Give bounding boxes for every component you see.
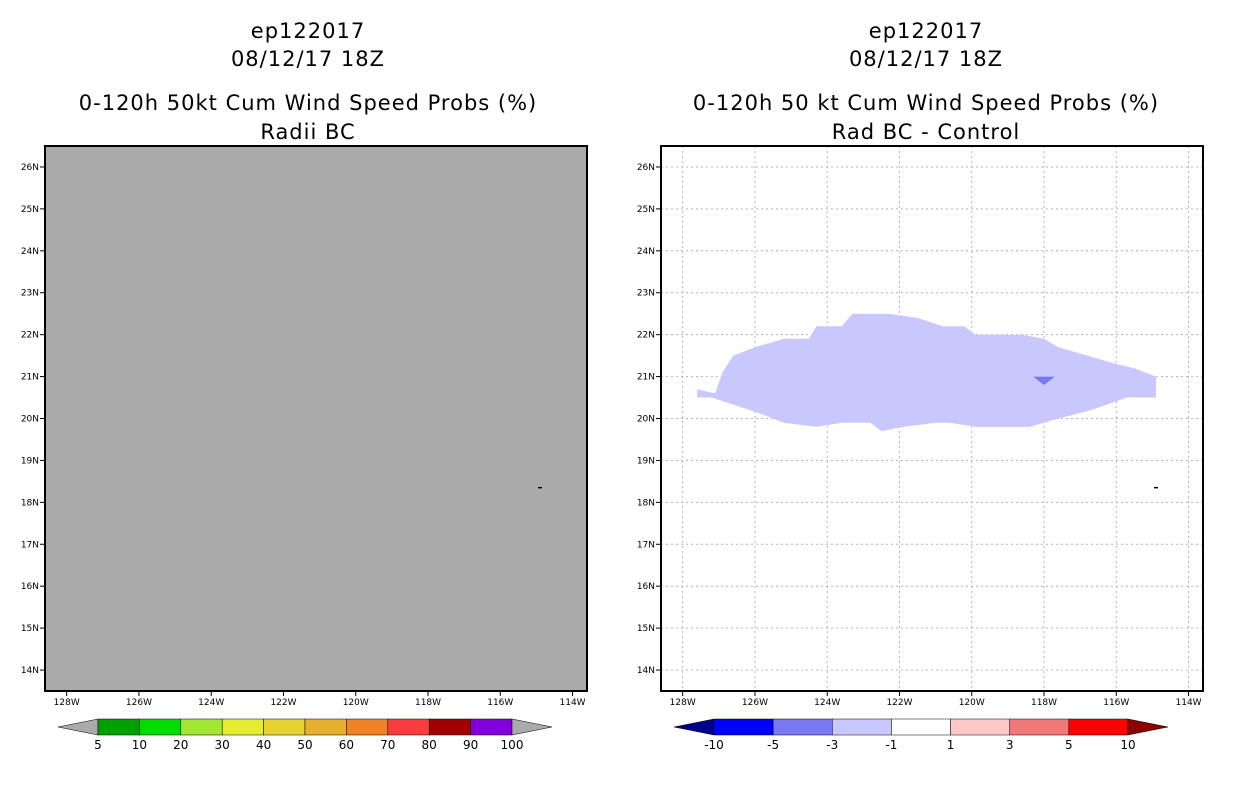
right-colorbar-low-arrow: [673, 718, 715, 736]
left-colorbar-high-arrow: [511, 718, 553, 736]
right-ytick-label-5: 19N: [637, 456, 655, 466]
left-ytick-label-4: 18N: [21, 498, 39, 508]
left-chart: 128W 126W 124W 122W 120W 118W 116W 114W 14N 15N 16…: [21, 145, 588, 752]
left-colorbar-box-6: [346, 718, 389, 736]
left-colorbar-label-3: 30: [215, 738, 230, 752]
right-colorbar-label-3: -1: [885, 738, 897, 752]
left-ytick-label-0: 14N: [21, 666, 39, 676]
right-title-storm: ep122017: [868, 19, 984, 43]
left-colorbar-label-7: 70: [380, 738, 395, 752]
left-colorbar-label-9: 90: [463, 738, 478, 752]
left-ytick-label-5: 19N: [21, 456, 39, 466]
left-colorbar-label-8: 80: [422, 738, 437, 752]
right-colorbar-label-4: 1: [947, 738, 955, 752]
right-title-date: 08/12/17 18Z: [848, 47, 1004, 71]
left-xtick-label-7: 114W: [560, 698, 586, 708]
right-colorbar-box-5: [1009, 718, 1070, 736]
left-xtick-label-1: 126W: [126, 698, 152, 708]
left-xtick-label-4: 120W: [343, 698, 369, 708]
right-ytick-label-1: 15N: [637, 624, 655, 634]
right-ytick-label-0: 14N: [637, 666, 655, 676]
left-colorbar-label-2: 20: [173, 738, 188, 752]
left-xtick-label-3: 122W: [270, 698, 296, 708]
right-ytick-label-6: 20N: [637, 415, 655, 425]
right-colorbar-box-3: [891, 718, 951, 736]
right-contour-0: [697, 313, 1156, 432]
left-xtick-label-6: 116W: [487, 698, 513, 708]
left-colorbar-box-3: [221, 718, 264, 736]
right-chart: 128W 126W 124W 122W 120W 118W 116W 114W 14N 15N 16…: [637, 145, 1204, 752]
left-xtick-label-0: 128W: [54, 698, 80, 708]
left-colorbar-box-9: [470, 718, 513, 736]
right-ytick-label-12: 26N: [637, 163, 655, 173]
right-contour-1: [1033, 376, 1055, 385]
right-title-product: 0-120h 50 kt Cum Wind Speed Probs (%): [692, 91, 1160, 115]
right-ytick-label-11: 25N: [637, 205, 655, 215]
right-xtick-label-7: 114W: [1176, 698, 1202, 708]
left-ytick-label-11: 25N: [21, 205, 39, 215]
left-colorbar-label-1: 10: [132, 738, 147, 752]
right-ytick-label-9: 23N: [637, 289, 655, 299]
left-ytick-label-6: 20N: [21, 415, 39, 425]
left-ytick-label-7: 21N: [21, 373, 39, 383]
left-colorbar-box-4: [263, 718, 306, 736]
left-colorbar-box-7: [387, 718, 430, 736]
right-colorbar-box-6: [1068, 718, 1129, 736]
left-title-storm: ep122017: [250, 19, 366, 43]
left-ytick-label-10: 24N: [21, 247, 39, 257]
right-ytick-label-7: 21N: [637, 373, 655, 383]
left-colorbar-box-8: [428, 718, 471, 736]
right-title-subtitle: Rad BC - Control: [831, 120, 1021, 144]
right-colorbar-label-6: 5: [1065, 738, 1073, 752]
left-ytick-label-3: 17N: [21, 540, 39, 550]
right-xtick-label-5: 118W: [1031, 698, 1057, 708]
left-ytick-label-1: 15N: [21, 624, 39, 634]
right-colorbar-box-2: [832, 718, 892, 736]
right-xtick-label-1: 126W: [742, 698, 768, 708]
left-colorbar-label-0: 5: [94, 738, 102, 752]
left-colorbar-label-6: 60: [339, 738, 354, 752]
left-colorbar-label-10: 100: [501, 738, 524, 752]
right-xtick-label-3: 122W: [886, 698, 912, 708]
left-colorbar-label-5: 50: [297, 738, 312, 752]
left-ytick-label-12: 26N: [21, 163, 39, 173]
right-colorbar-label-0: -10: [704, 738, 724, 752]
left-ytick-label-2: 16N: [21, 582, 39, 592]
left-ytick-label-8: 22N: [21, 331, 39, 341]
left-colorbar-low-arrow: [57, 718, 99, 736]
left-colorbar-box-2: [180, 718, 223, 736]
right-colorbar-box-0: [713, 718, 774, 736]
right-colorbar-label-2: -3: [826, 738, 838, 752]
right-colorbar-box-4: [950, 718, 1010, 736]
right-ytick-label-4: 18N: [637, 498, 655, 508]
right-xtick-label-2: 124W: [814, 698, 840, 708]
right-ytick-label-10: 24N: [637, 247, 655, 257]
right-colorbar-label-7: 10: [1120, 738, 1135, 752]
right-ytick-label-8: 22N: [637, 331, 655, 341]
left-title-product: 0-120h 50kt Cum Wind Speed Probs (%): [78, 91, 538, 115]
left-title-date: 08/12/17 18Z: [230, 47, 386, 71]
right-xtick-label-6: 116W: [1103, 698, 1129, 708]
left-ytick-label-9: 23N: [21, 289, 39, 299]
left-xtick-label-2: 124W: [198, 698, 224, 708]
left-xtick-label-5: 118W: [415, 698, 441, 708]
left-colorbar-box-0: [97, 718, 140, 736]
right-colorbar-label-1: -5: [767, 738, 779, 752]
right-xtick-label-4: 120W: [959, 698, 985, 708]
right-colorbar-high-arrow: [1127, 718, 1169, 736]
right-xtick-label-0: 128W: [670, 698, 696, 708]
left-colorbar-label-4: 40: [256, 738, 271, 752]
right-colorbar-box-1: [772, 718, 833, 736]
left-colorbar-box-5: [304, 718, 347, 736]
left-plot-area: [45, 146, 587, 691]
right-colorbar-label-5: 3: [1006, 738, 1014, 752]
right-ytick-label-2: 16N: [637, 582, 655, 592]
left-colorbar-box-1: [139, 718, 182, 736]
left-title-subtitle: Radii BC: [260, 120, 356, 144]
right-ytick-label-3: 17N: [637, 540, 655, 550]
